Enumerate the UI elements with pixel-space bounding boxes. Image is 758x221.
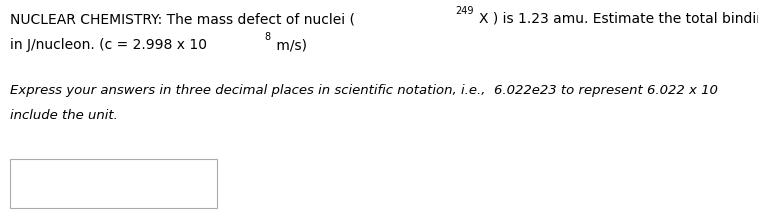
Text: Express your answers in three decimal places in scientific notation, i.e.,  6.02: Express your answers in three decimal pl…: [11, 84, 718, 97]
Bar: [11, 159, 217, 208]
Text: NUCLEAR CHEMISTRY: The mass defect of nuclei (: NUCLEAR CHEMISTRY: The mass defect of nu…: [11, 12, 356, 26]
Text: include the unit.: include the unit.: [11, 109, 118, 122]
Text: X ) is 1.23 amu. Estimate the total binding energy per nucleon: X ) is 1.23 amu. Estimate the total bind…: [479, 12, 758, 26]
Text: m/s): m/s): [272, 38, 308, 52]
Text: 8: 8: [265, 32, 271, 42]
Text: 249: 249: [456, 6, 474, 16]
Text: in J/nucleon. (c = 2.998 x 10: in J/nucleon. (c = 2.998 x 10: [11, 38, 208, 52]
